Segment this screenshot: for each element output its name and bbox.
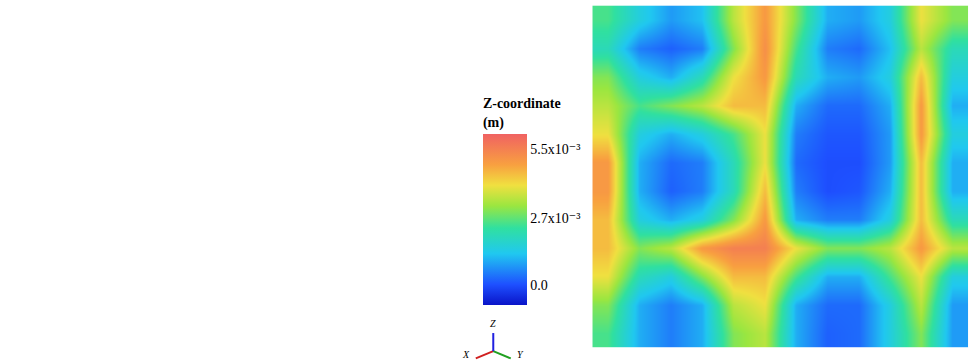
svg-text:2.7x10⁻³: 2.7x10⁻³ <box>530 211 580 226</box>
svg-text:X: X <box>462 349 470 360</box>
svg-text:Y: Y <box>517 349 524 360</box>
svg-text:Z-coordinate(m): Z-coordinate(m) <box>483 96 561 130</box>
svg-text:Z: Z <box>490 318 496 329</box>
svg-text:5.5x10⁻³: 5.5x10⁻³ <box>530 142 580 157</box>
svg-text:0.0: 0.0 <box>530 278 548 293</box>
